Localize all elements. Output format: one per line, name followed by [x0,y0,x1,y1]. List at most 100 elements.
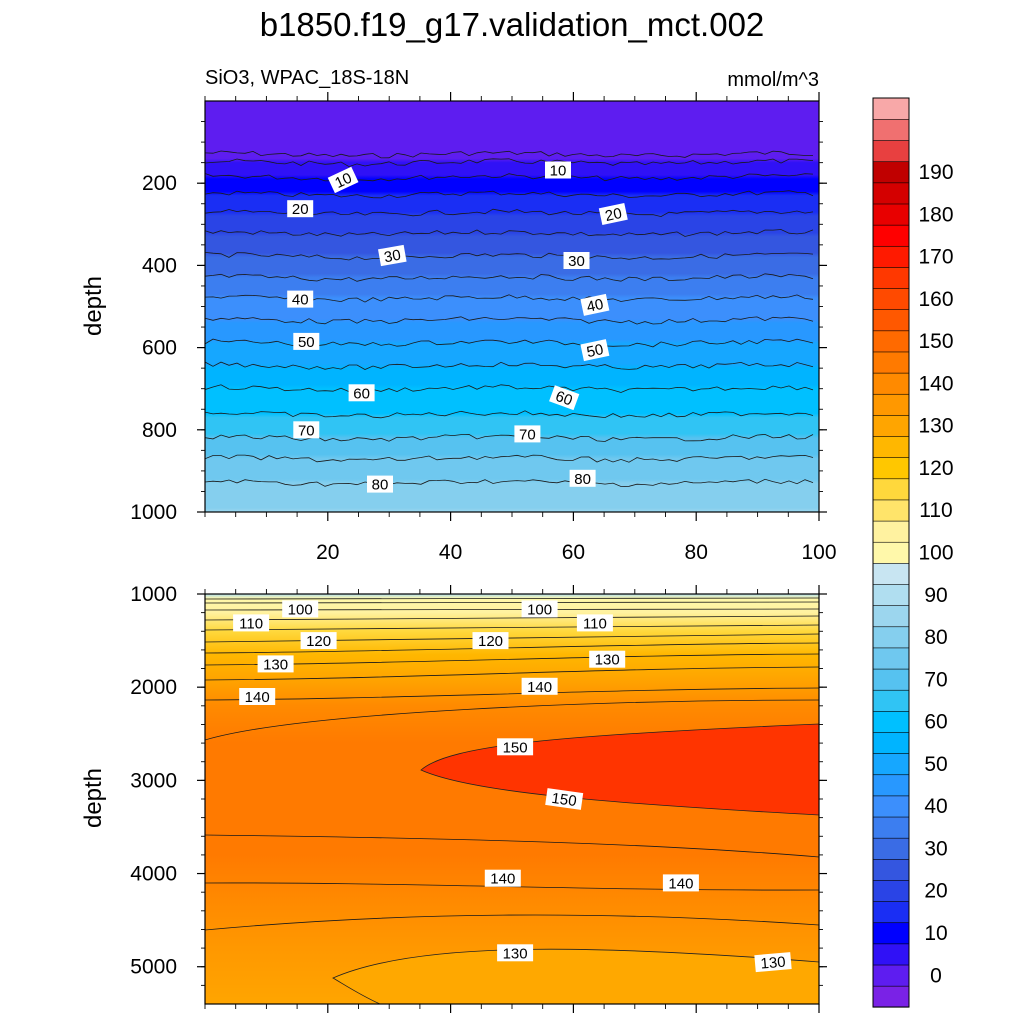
colorbar-segment [872,266,910,289]
colorbar-label: 190 [918,161,953,184]
contour-label: 140 [521,677,558,696]
contour-label: 50 [293,332,320,351]
contour-label-box [580,293,610,316]
colorbar-segment [872,562,910,585]
contour-label-text: 140 [668,875,693,892]
contour-label-text: 20 [292,201,309,218]
contour-line-60 [205,384,814,393]
contour-label-text: 80 [372,477,389,494]
contour-label-box [472,632,509,650]
contour-label-box [576,614,613,632]
colorbar-segment [872,245,910,268]
colorbar-segment [872,182,910,205]
x-tick-label: 20 [316,541,339,564]
contour-line-45 [205,316,814,325]
contour-label-box [257,655,294,673]
lower-contour-labels: 100 100 110 110 120 120 130 130 140 140 150 150 140 1… [233,600,792,973]
contour-label-box [497,944,534,962]
contour-label-box [497,738,534,756]
colorbar-label: 170 [918,246,953,269]
colorbar-label: 50 [924,753,947,776]
contour-label-box [300,632,337,650]
contour-label: 130 [257,655,294,673]
contour-label: 150 [497,738,534,756]
contour-line-135 [205,687,819,701]
contour-label-box [598,202,628,226]
contour-label: 110 [233,614,270,632]
contour-line-110 [205,624,819,631]
contour-label: 130 [589,650,626,669]
contour-label-text: 120 [478,633,503,650]
colorbar-label: 130 [918,415,953,438]
contour-label-text: 110 [583,615,607,632]
contour-label-box [580,339,610,362]
colorbar-label: 10 [924,922,947,945]
contour-label-text: 140 [245,689,270,706]
contour-label-box [327,166,359,194]
contour-label: 80 [569,469,596,488]
colorbar-segment [872,626,910,649]
colorbar-segment [872,435,910,458]
colorbar-label: 60 [924,711,947,734]
colorbar-segment [872,330,910,353]
y-tick-label: 4000 [130,863,177,886]
colorbar-segment [872,795,910,818]
colorbar-label: 120 [918,457,953,480]
colorbar-label: 150 [918,330,953,353]
contour-label: 30 [563,252,590,270]
contour-label: 40 [287,290,314,309]
x-tick-label: 60 [562,541,585,564]
colorbar-segment [872,900,910,924]
colorbar-segment [872,393,910,416]
colorbar-segment [872,647,910,670]
colorbar-segment [872,605,910,628]
colorbar-label: 160 [918,288,953,311]
contour-line-135 [205,914,819,931]
colorbar-segment [872,964,910,987]
y-tick-label: 1000 [130,501,177,524]
colorbar-segment [872,943,910,966]
contour-label-text: 70 [519,426,536,443]
contour-label: 140 [662,874,699,892]
colorbar-label: 70 [924,668,947,691]
contour-label: 130 [754,952,792,973]
contour-label-box [287,200,314,218]
contour-label: 110 [576,614,613,632]
colorbar-frame [872,97,910,1008]
colorbar-segment [872,478,910,501]
contour-label: 50 [580,339,610,362]
y-tick-label: 800 [142,419,177,442]
colorbar-segment [872,203,910,226]
x-tick-label: 40 [439,541,462,564]
colorbar-segment [872,879,910,902]
contour-line-35 [205,273,814,282]
colorbar-segment [872,858,910,881]
contour-line-30 [205,252,814,261]
lower-axis-ticks: 1000 2000 3000 4000 5000 [130,583,827,1013]
colorbar-label: 110 [919,499,952,522]
contour-label: 10 [545,161,571,180]
figure-title: b1850.f19_g17.validation_mct.002 [260,6,765,43]
colorbar-label: 90 [924,584,947,607]
contour-label: 120 [300,632,337,650]
contour-label: 60 [549,385,580,411]
colorbar-segment [872,541,910,564]
contour-label-text: 140 [490,871,515,888]
contour-label-box [282,600,319,618]
contour-line-70 [205,433,814,442]
contour-label-text: 150 [550,790,577,810]
contour-line-0 [205,150,813,159]
colorbar-segment [872,689,910,712]
colorbar-label: 30 [924,838,947,861]
colorbar-segment [872,161,910,184]
colorbar-segment [872,731,910,754]
contour-label-box [569,469,596,487]
colorbar-segment [872,224,910,247]
contour-label: 120 [472,632,509,650]
contour-label-box [521,677,558,695]
contour-line-130 [205,666,819,681]
x-tick-label: 100 [801,541,836,564]
colorbar-segment [872,287,910,311]
colorbar-label: 140 [918,372,953,395]
